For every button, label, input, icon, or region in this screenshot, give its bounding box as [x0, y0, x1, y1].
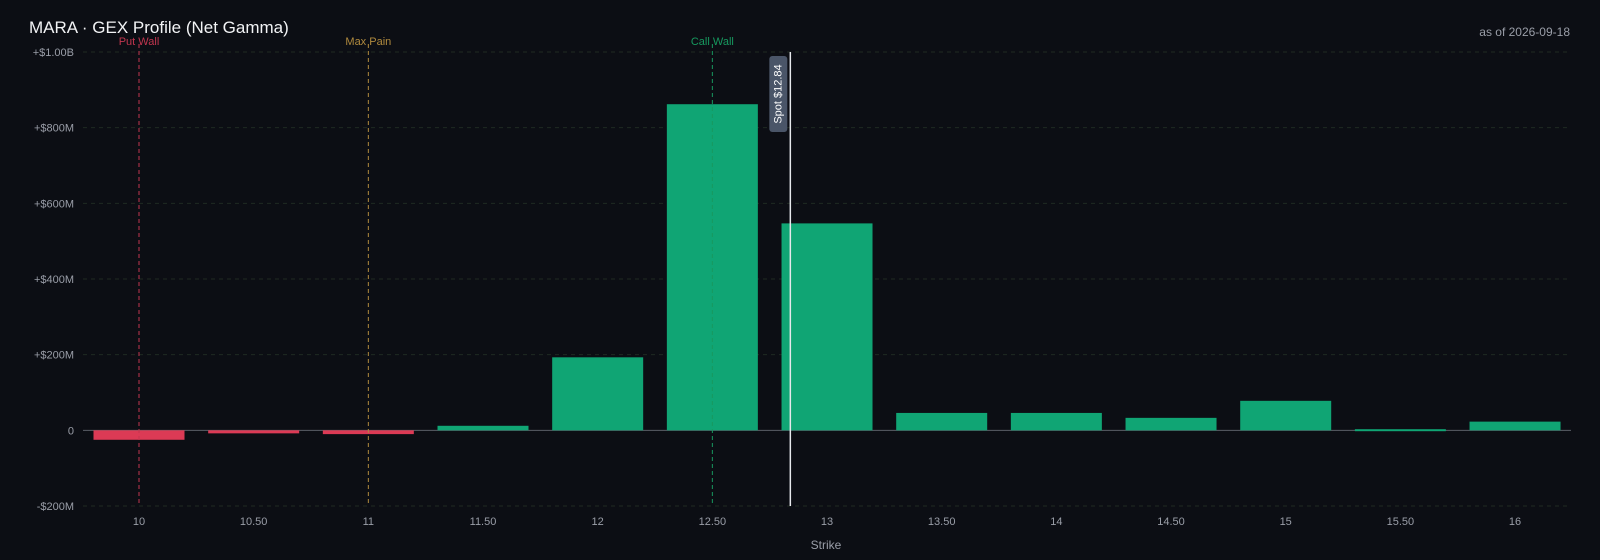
- x-tick-label: 14: [1050, 516, 1062, 528]
- x-tick-label: 11.50: [470, 516, 497, 528]
- y-tick-label: +$400M: [34, 274, 74, 286]
- y-tick-label: -$200M: [37, 501, 74, 513]
- bar: [896, 412, 988, 431]
- x-tick-label: 15: [1280, 516, 1292, 528]
- marker-label: Call Wall: [691, 36, 734, 48]
- x-tick-label: 16: [1509, 516, 1521, 528]
- y-tick-label: +$1.00B: [33, 47, 74, 59]
- x-tick-label: 11: [363, 516, 374, 528]
- bar: [1010, 412, 1102, 431]
- marker-label: Max Pain: [345, 36, 391, 48]
- bars-layer: [93, 104, 1561, 440]
- axis-layer: +$1.00B +$800M +$600M +$400M +$200M 0 -$200M 10…: [33, 47, 1521, 528]
- y-tick-label: 0: [68, 425, 74, 437]
- bar: [552, 357, 644, 431]
- bar: [1125, 417, 1217, 431]
- bar: [1469, 421, 1561, 431]
- x-tick-label: 12: [592, 516, 604, 528]
- x-axis-title: Strike: [811, 538, 842, 552]
- chart-title: MARA · GEX Profile (Net Gamma): [29, 18, 289, 37]
- as-of-date: as of 2026-09-18: [1479, 25, 1570, 39]
- x-tick-label: 14.50: [1157, 516, 1185, 528]
- y-tick-label: +$600M: [34, 198, 74, 210]
- bar: [208, 430, 300, 434]
- bar: [1240, 400, 1332, 431]
- y-tick-label: +$800M: [34, 123, 74, 135]
- x-tick-label: 15.50: [1387, 516, 1415, 528]
- x-tick-label: 13: [821, 516, 833, 528]
- x-tick-label: 13.50: [928, 516, 956, 528]
- spot-label-bg: [769, 56, 788, 132]
- x-tick-label: 10.50: [240, 516, 268, 528]
- marker-label: Put Wall: [119, 36, 160, 48]
- x-tick-label: 10: [133, 516, 145, 528]
- bar: [93, 430, 185, 440]
- spot-label: Spot $12.84: [772, 64, 784, 123]
- markers-layer: Put Wall Max Pain Call Wall Spot $12.84: [119, 36, 792, 506]
- y-tick-label: +$200M: [34, 350, 74, 362]
- x-tick-label: 12.50: [699, 516, 727, 528]
- bar: [437, 425, 529, 431]
- bar: [781, 223, 873, 431]
- bar: [1354, 429, 1446, 432]
